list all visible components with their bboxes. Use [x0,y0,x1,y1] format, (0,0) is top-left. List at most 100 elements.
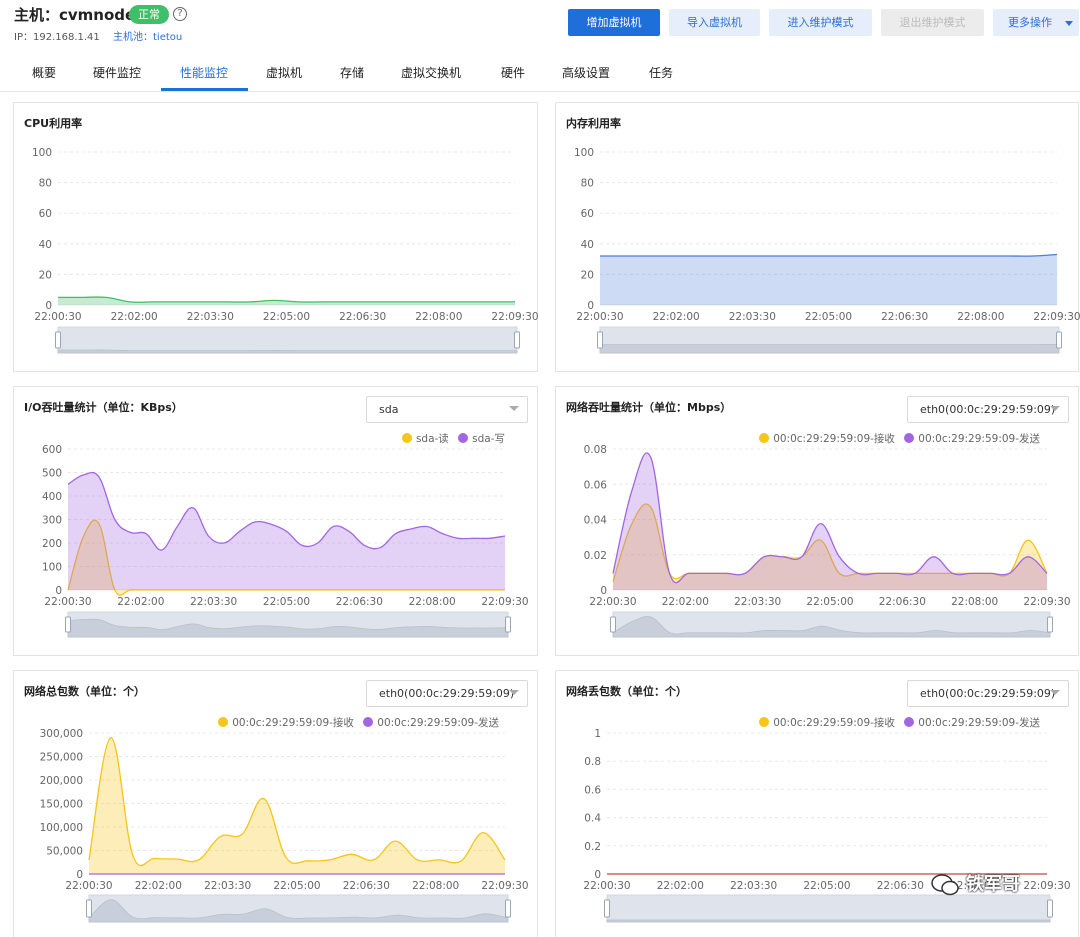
x-tick-label: 22:05:00 [273,880,320,892]
zoom-handle-right[interactable] [514,331,520,349]
series-area [613,503,1047,590]
drop-nic-select[interactable]: eth0(00:0c:29:29:59:09) [907,680,1069,707]
y-tick-label: 80 [39,178,52,190]
x-tick-label: 22:06:30 [336,596,383,608]
x-tick-label: 22:03:30 [734,596,781,608]
y-tick-label: 0.8 [584,756,601,768]
net-nic-select[interactable]: eth0(00:0c:29:29:59:09) [907,396,1069,423]
import-vm-button[interactable]: 导入虚拟机 [669,9,760,36]
y-tick-label: 100 [42,562,62,574]
x-tick-label: 22:03:30 [190,596,237,608]
tab-overview[interactable]: 概要 [32,66,57,80]
tab-hardware[interactable]: 硬件 [501,66,526,80]
zoom-slider-track [606,894,1051,923]
series-line [58,296,515,303]
series-line [67,471,506,551]
legend-dot-icon [458,433,469,443]
enter-maintenance-button[interactable]: 进入维护模式 [769,9,872,36]
legend-item[interactable]: 00:0c:29:29:59:09-发送 [904,717,1040,729]
y-tick-label: 100,000 [40,822,83,834]
legend-item[interactable]: sda-读 [401,433,449,445]
x-tick-label: 22:08:00 [409,596,456,608]
x-tick-label: 22:09:30 [481,880,528,892]
cpu-panel-title: CPU利用率 [24,117,83,130]
tab-tasks[interactable]: 任务 [649,66,674,80]
zoom-handle-left[interactable] [55,331,61,349]
zoom-slider-track [57,326,518,354]
zoom-handle-right[interactable] [505,899,511,918]
x-tick-label: 22:08:00 [415,311,462,323]
y-tick-label: 0 [587,300,594,312]
tab-hardware-monitor[interactable]: 硬件监控 [93,66,142,80]
legend-label: 00:0c:29:29:59:09-接收 [773,433,895,445]
x-tick-label: 22:00:30 [583,880,630,892]
tab-vswitch[interactable]: 虚拟交换机 [401,66,462,80]
x-tick-label: 22:06:30 [343,880,390,892]
y-tick-label: 20 [581,269,594,281]
x-tick-label: 22:09:30 [1033,311,1080,323]
legend-item[interactable]: 00:0c:29:29:59:09-接收 [759,433,895,445]
y-tick-label: 0.04 [584,515,608,527]
y-tick-label: 600 [42,444,62,456]
x-tick-label: 22:09:30 [1023,596,1070,608]
io-disk-select[interactable]: sda [366,396,528,423]
zoom-handle-left[interactable] [604,899,610,918]
pkt-nic-select[interactable]: eth0(00:0c:29:29:59:09) [366,680,528,707]
y-tick-label: 200,000 [40,775,83,787]
packets-panel-title: 网络总包数（单位：个） [24,685,145,698]
legend-item[interactable]: 00:0c:29:29:59:09-发送 [904,433,1040,445]
y-tick-label: 0.02 [584,550,607,562]
legend-dot-icon [904,717,915,727]
series-area [613,453,1047,590]
host-pool-link[interactable]: 主机池：tietou [113,32,183,43]
zoom-slider-preview [88,899,509,923]
io-panel-title: I/O吞吐量统计（单位：KBps） [24,401,183,414]
legend-item[interactable]: sda-写 [458,433,505,445]
net-legend: 00:0c:29:29:59:09-接收 00:0c:29:29:59:09-发… [753,431,1040,446]
zoom-handle-left[interactable] [65,616,71,633]
active-tab-indicator [161,88,248,91]
zoom-handle-left[interactable] [610,616,616,633]
zoom-handle-right[interactable] [505,616,511,633]
legend-item[interactable]: 00:0c:29:29:59:09-接收 [759,717,895,729]
tab-vms[interactable]: 虚拟机 [266,66,303,80]
zoom-handle-right[interactable] [1047,899,1053,918]
zoom-handle-right[interactable] [1056,331,1062,349]
series-area [89,737,505,874]
tab-advanced[interactable]: 高级设置 [562,66,611,80]
tab-storage[interactable]: 存储 [340,66,365,80]
chevron-down-icon [1050,406,1060,411]
help-icon[interactable]: ? [173,7,187,21]
y-tick-label: 0.08 [584,444,607,456]
net-throughput-panel-title: 网络吞吐量统计（单位：Mbps） [566,401,732,414]
x-tick-label: 22:08:00 [951,596,998,608]
y-tick-label: 0 [594,869,601,881]
zoom-handle-right[interactable] [1047,616,1053,633]
zoom-handle-left[interactable] [86,899,92,918]
y-tick-label: 150,000 [40,799,83,811]
y-tick-label: 60 [581,208,594,220]
x-tick-label: 22:06:30 [881,311,928,323]
tab-performance-monitor[interactable]: 性能监控 [180,66,229,80]
more-actions-button[interactable]: 更多操作 [993,9,1079,36]
add-vm-button[interactable]: 增加虚拟机 [568,9,660,36]
x-tick-label: 22:00:30 [589,596,636,608]
y-tick-label: 0 [76,869,83,881]
legend-item[interactable]: 00:0c:29:29:59:09-发送 [363,717,499,729]
x-tick-label: 22:06:30 [879,596,926,608]
legend-item[interactable]: 00:0c:29:29:59:09-接收 [218,717,354,729]
series-line [599,253,1058,257]
legend-label: 00:0c:29:29:59:09-发送 [918,717,1040,729]
legend-label: 00:0c:29:29:59:09-接收 [773,717,895,729]
more-actions-label: 更多操作 [1008,16,1052,29]
x-tick-label: 22:06:30 [339,311,386,323]
series-area [68,472,505,590]
memory-panel-title: 内存利用率 [566,117,621,130]
y-tick-label: 20 [39,269,52,281]
zoom-slider-preview [67,618,509,638]
wechat-icon [931,874,959,896]
zoom-handle-left[interactable] [597,331,603,349]
caret-down-icon [1065,21,1073,26]
